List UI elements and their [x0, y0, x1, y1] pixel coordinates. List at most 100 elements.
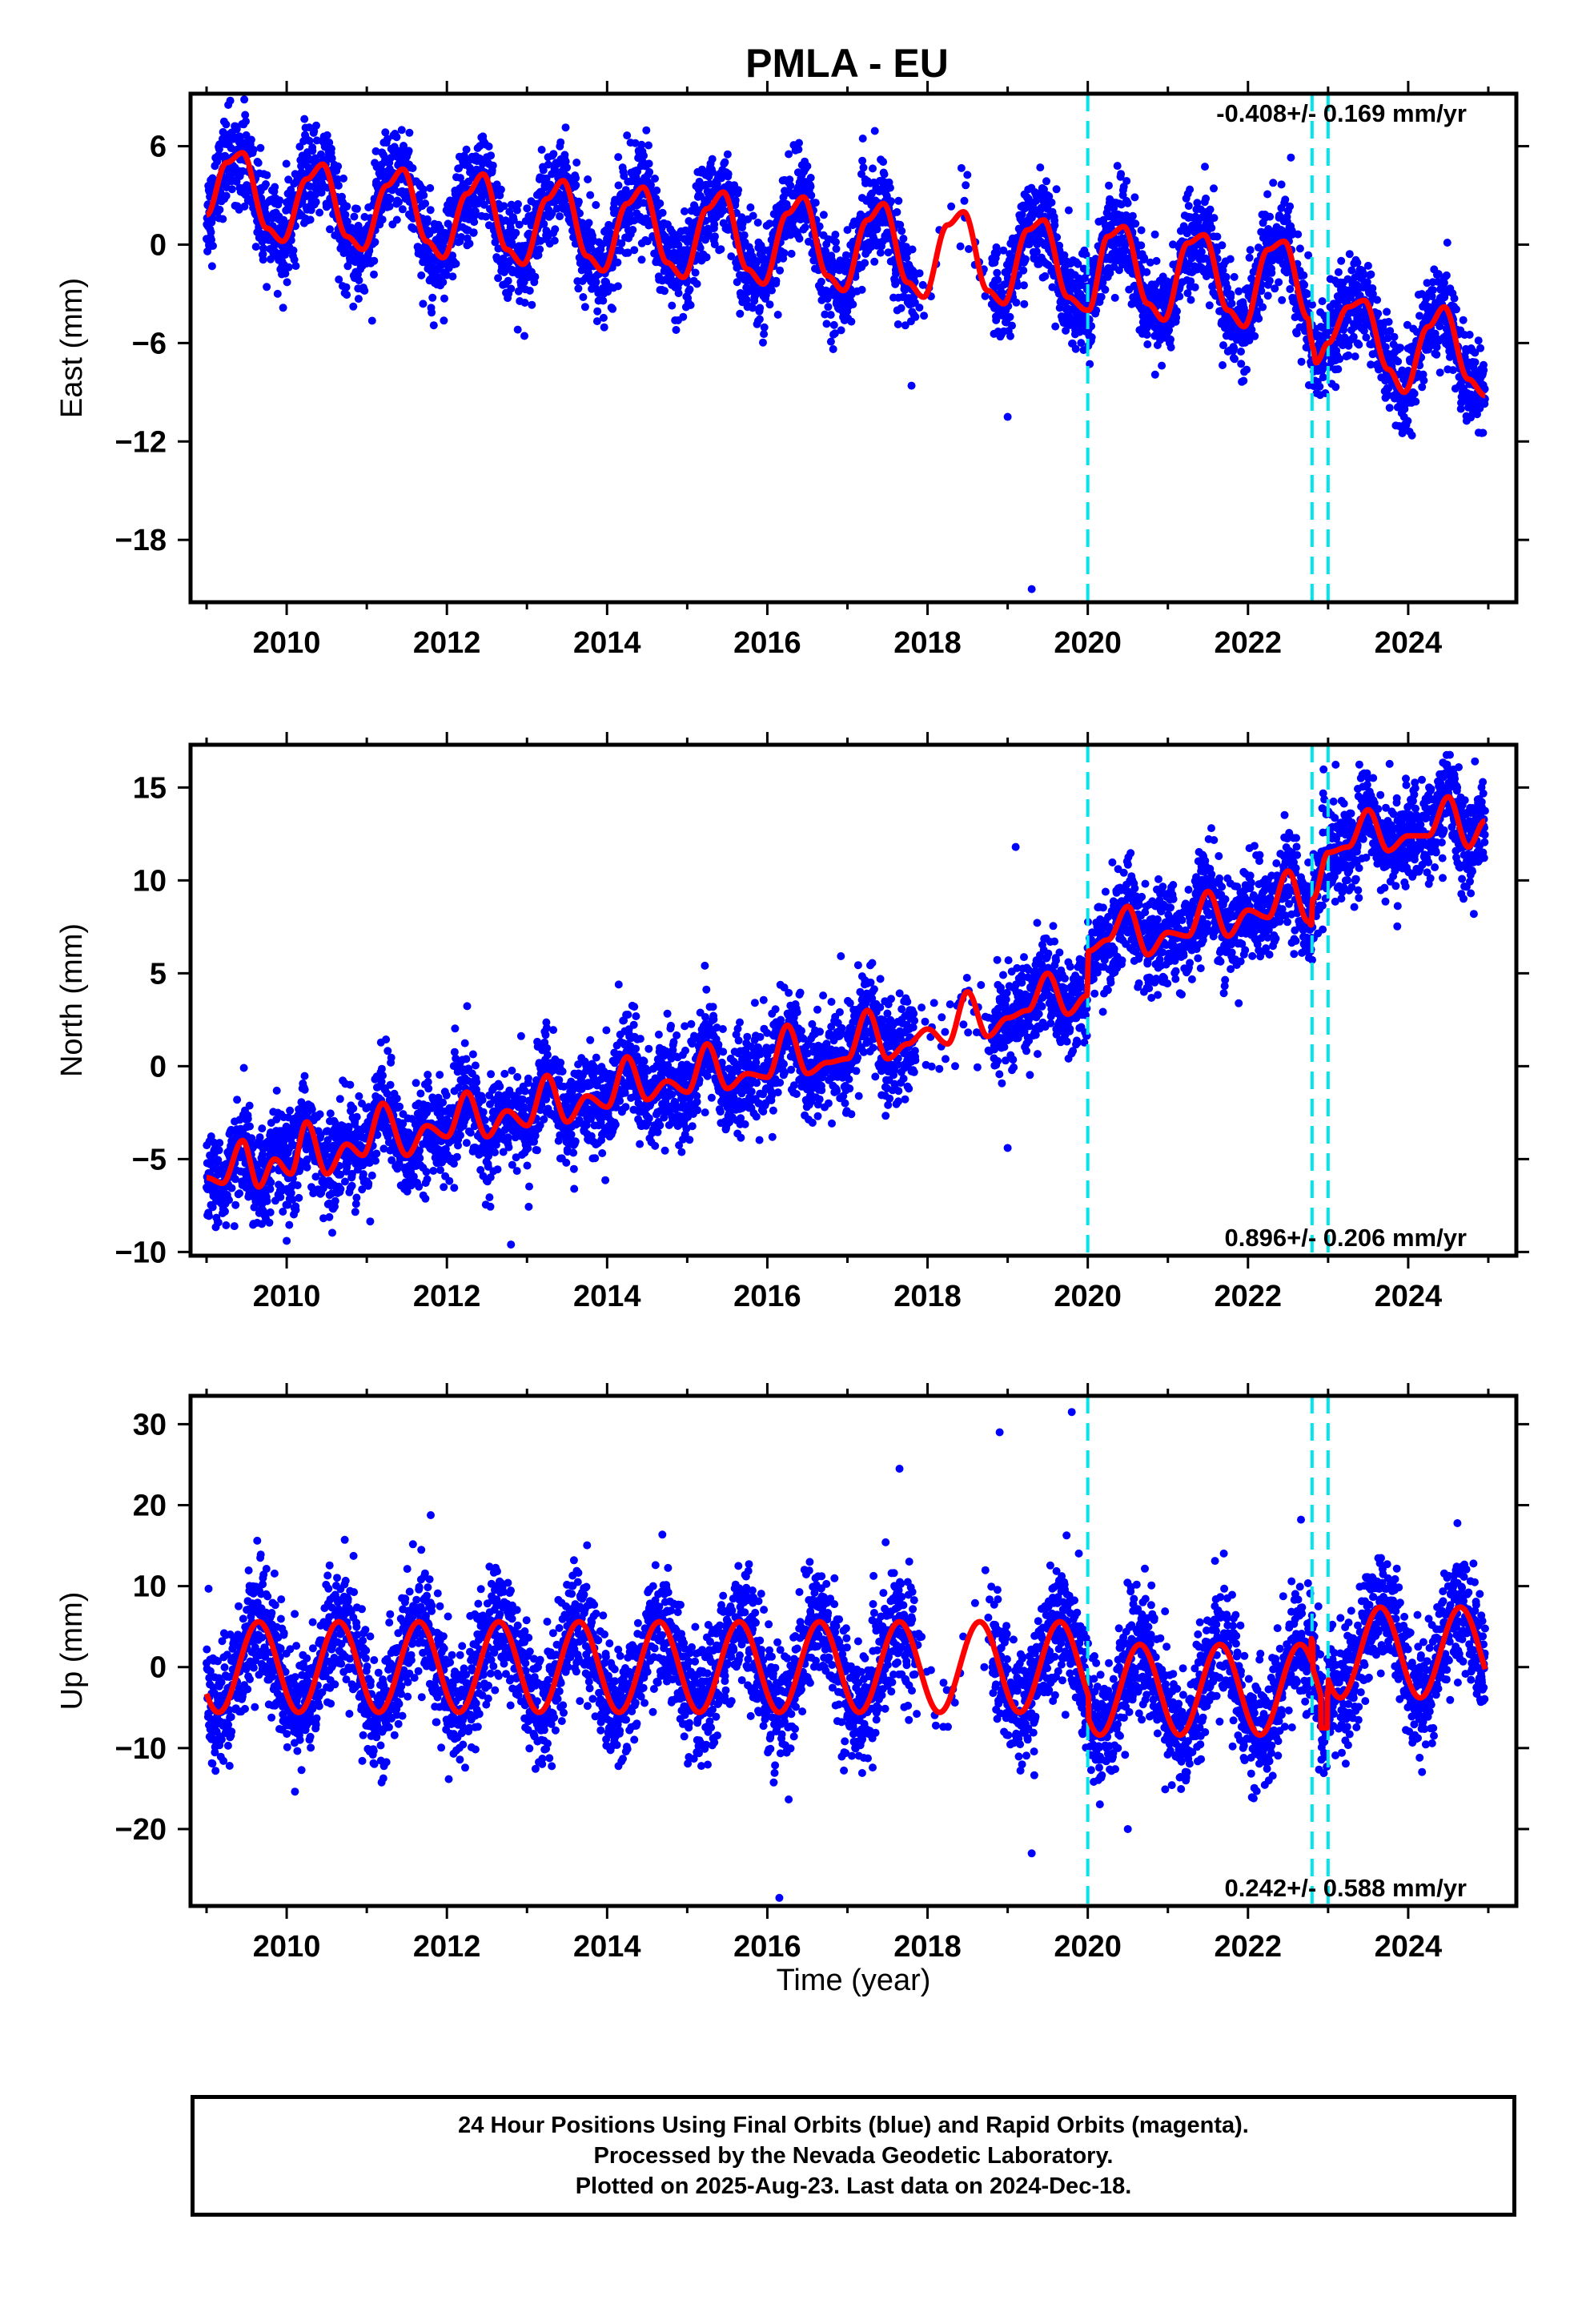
data-point — [370, 270, 378, 279]
data-point — [780, 249, 789, 257]
data-point — [849, 300, 857, 309]
data-point — [1064, 206, 1073, 215]
data-point — [879, 158, 888, 167]
data-point — [512, 228, 520, 237]
data-point — [520, 332, 528, 340]
data-point — [1432, 350, 1441, 359]
data-point — [1384, 317, 1393, 326]
data-point — [915, 269, 924, 278]
data-point — [350, 212, 359, 221]
data-point — [287, 186, 295, 194]
data-point — [1476, 344, 1485, 352]
data-point — [509, 215, 518, 224]
data-point — [1142, 267, 1151, 276]
data-point — [1131, 219, 1140, 228]
data-point — [1105, 181, 1113, 190]
data-point — [371, 147, 380, 155]
data-point — [672, 326, 681, 334]
data-point — [284, 175, 293, 184]
data-point — [824, 303, 833, 312]
data-point — [734, 186, 743, 195]
data-point — [1218, 241, 1227, 250]
data-point — [765, 300, 774, 309]
data-point — [381, 128, 390, 137]
data-point — [599, 296, 608, 305]
data-point — [1230, 272, 1239, 281]
data-point — [465, 239, 474, 248]
data-point — [721, 158, 729, 167]
x-tick-label: 2024 — [1375, 626, 1443, 660]
data-point — [1173, 307, 1181, 316]
data-point — [1255, 314, 1263, 323]
data-point — [222, 120, 231, 129]
data-point — [343, 217, 351, 226]
data-point — [271, 183, 279, 191]
data-point — [349, 302, 358, 311]
data-point — [1278, 296, 1287, 304]
data-point — [1465, 331, 1474, 339]
data-point — [1335, 355, 1344, 364]
data-point — [832, 244, 841, 253]
data-point — [1479, 428, 1488, 437]
data-point — [1006, 332, 1014, 340]
data-point — [457, 233, 466, 241]
data-point — [1122, 177, 1131, 185]
data-point — [281, 269, 290, 278]
data-point — [829, 320, 838, 329]
data-point — [1166, 335, 1174, 344]
data-point — [1334, 365, 1343, 373]
data-point — [731, 196, 740, 204]
data-point — [428, 308, 436, 317]
data-point — [651, 175, 659, 183]
data-point — [965, 245, 973, 253]
y-axis-label: East (mm) — [55, 278, 89, 418]
data-point — [404, 147, 413, 155]
data-point — [599, 313, 608, 322]
data-point — [222, 191, 231, 200]
data-point — [395, 198, 403, 207]
data-point — [496, 185, 505, 194]
data-point — [795, 139, 803, 147]
data-point — [341, 211, 350, 219]
data-point — [1347, 266, 1356, 275]
data-point — [251, 243, 260, 251]
data-point — [312, 121, 320, 130]
observation-points — [203, 750, 1489, 1249]
data-point — [823, 295, 832, 304]
data-point — [674, 289, 683, 298]
data-point — [1411, 397, 1420, 406]
data-point — [613, 282, 622, 291]
data-point — [1428, 286, 1437, 295]
data-point — [1237, 360, 1246, 368]
data-point — [708, 155, 717, 163]
x-tick-label: 2016 — [733, 626, 801, 660]
data-point — [1042, 177, 1050, 186]
data-point — [885, 183, 894, 192]
data-point — [398, 205, 407, 214]
data-point — [504, 276, 512, 285]
data-point — [323, 131, 331, 139]
data-point — [420, 191, 428, 199]
data-point — [409, 224, 418, 233]
data-point — [1275, 278, 1283, 287]
x-tick-label: 2014 — [573, 626, 641, 660]
data-point — [831, 231, 840, 239]
data-point — [1226, 255, 1235, 263]
data-point — [1480, 366, 1488, 375]
data-point — [1150, 230, 1159, 239]
data-point — [1101, 285, 1110, 294]
data-point — [768, 286, 776, 295]
data-point — [551, 225, 560, 234]
data-point — [275, 196, 284, 205]
data-point — [523, 204, 532, 213]
data-point — [1191, 283, 1199, 292]
data-point — [360, 212, 369, 221]
data-point — [1237, 348, 1245, 356]
data-point — [556, 138, 565, 147]
data-point — [405, 128, 414, 137]
data-point — [746, 203, 755, 211]
data-point — [1265, 276, 1274, 285]
data-point — [1281, 195, 1290, 204]
data-point — [494, 274, 503, 283]
data-point — [1374, 309, 1383, 318]
